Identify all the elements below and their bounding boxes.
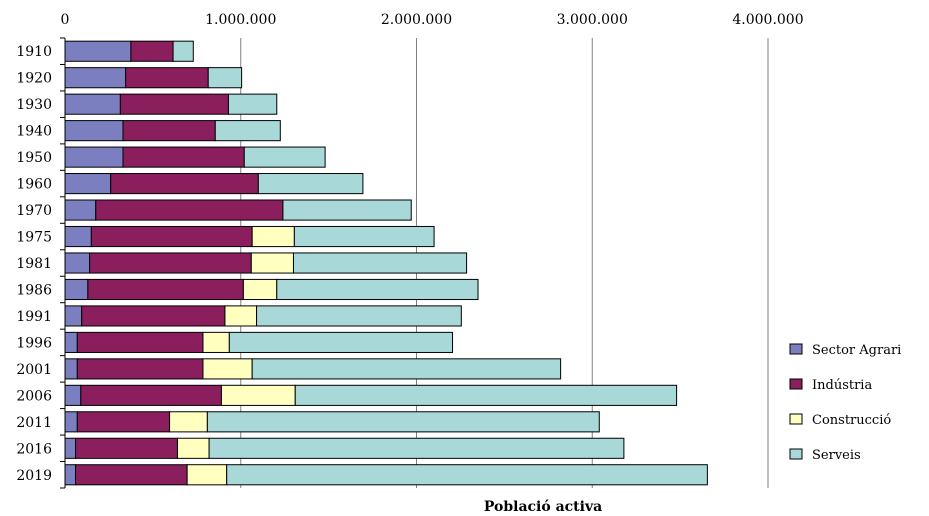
bar-1920-indústria <box>125 67 209 89</box>
bar-1996-construcció <box>202 331 230 353</box>
bar-1991-sector-agrari <box>64 305 83 327</box>
bar-1991-serveis <box>256 305 462 327</box>
category-labels: 1910 1920 1930 1940 1950 1960 1970 1975 1981 1986… <box>16 44 52 484</box>
category-label-1986: 1986 <box>16 282 52 298</box>
category-label-1991: 1991 <box>16 309 52 325</box>
bar-1930-indústria <box>119 93 229 115</box>
bar-1975-serveis <box>293 225 435 248</box>
bar-1910-sector-agrari <box>64 40 132 62</box>
bar-2006-indústria <box>80 384 222 406</box>
bar-1981-construcció <box>250 252 294 274</box>
bar-1910-serveis <box>172 40 194 62</box>
category-label-1975: 1975 <box>16 230 52 246</box>
bar-2019-construcció <box>186 464 228 486</box>
bar-1996-sector-agrari <box>64 331 78 353</box>
bar-1996-indústria <box>76 331 204 353</box>
category-label-1910: 1910 <box>16 44 52 60</box>
bar-1950-indústria <box>122 146 245 168</box>
bar-1920-serveis <box>207 67 243 89</box>
bar-1950-serveis <box>243 146 326 168</box>
category-label-2011: 2011 <box>16 415 52 431</box>
bars <box>64 40 708 486</box>
category-label-2019: 2019 <box>16 468 52 484</box>
bar-2019-sector-agrari <box>64 464 77 486</box>
category-label-1920: 1920 <box>16 71 52 87</box>
x-tick-label-1: 1.000.000 <box>205 12 276 28</box>
bar-1986-construcció <box>242 278 278 301</box>
x-tick-label-4: 4.000.000 <box>732 12 803 28</box>
bar-1960-serveis <box>257 173 364 195</box>
bar-2019-serveis <box>226 464 708 486</box>
x-tick-labels: 0 1.000.000 2.000.000 3.000.000 4.000.000 <box>61 12 804 28</box>
bar-1975-sector-agrari <box>64 225 92 248</box>
bar-1975-construcció <box>251 225 295 248</box>
bar-1960-indústria <box>110 173 259 195</box>
x-tick-label-2: 2.000.000 <box>381 12 452 28</box>
bar-2006-serveis <box>294 384 678 406</box>
category-label-1981: 1981 <box>16 256 52 272</box>
bar-2016-sector-agrari <box>64 437 77 459</box>
legend-label-1: Indústria <box>812 378 872 393</box>
category-label-2016: 2016 <box>16 441 52 457</box>
legend-label-0: Sector Agrari <box>812 343 901 358</box>
bar-1960-sector-agrari <box>64 173 112 195</box>
bar-1981-sector-agrari <box>64 252 91 274</box>
category-label-1996: 1996 <box>16 335 52 351</box>
category-label-1970: 1970 <box>16 203 52 219</box>
bar-2001-serveis <box>251 358 562 380</box>
bar-1940-sector-agrari <box>64 120 124 142</box>
bar-1940-serveis <box>214 120 281 142</box>
bar-2016-indústria <box>75 437 178 459</box>
bar-1970-indústria <box>95 199 284 221</box>
legend-label-3: Serveis <box>812 448 861 463</box>
bar-1981-indústria <box>89 252 252 274</box>
bar-2011-construcció <box>169 411 208 433</box>
category-label-1930: 1930 <box>16 97 52 113</box>
bar-1920-sector-agrari <box>64 67 127 89</box>
bar-2019-indústria <box>75 464 188 486</box>
bar-2006-construcció <box>220 384 296 406</box>
bar-1940-indústria <box>122 120 216 142</box>
bar-2016-serveis <box>208 437 625 459</box>
bar-1986-indústria <box>87 278 244 301</box>
bar-1970-serveis <box>282 199 412 221</box>
bar-2016-construcció <box>176 437 210 459</box>
bar-1986-sector-agrari <box>64 278 89 301</box>
bar-1991-construcció <box>224 305 258 327</box>
category-label-1960: 1960 <box>16 177 52 193</box>
bar-2006-sector-agrari <box>64 384 82 406</box>
bar-2001-indústria <box>76 358 204 380</box>
bar-1981-serveis <box>292 252 468 274</box>
axes <box>60 37 66 489</box>
bar-1930-sector-agrari <box>64 93 121 115</box>
legend-label-2: Construcció <box>812 413 891 428</box>
x-tick-label-3: 3.000.000 <box>557 12 628 28</box>
category-label-1950: 1950 <box>16 150 52 166</box>
bar-1910-indústria <box>130 40 174 62</box>
legend-swatch-3 <box>789 448 803 460</box>
bar-1930-serveis <box>227 93 278 115</box>
bar-2011-indústria <box>76 411 171 433</box>
bar-1996-serveis <box>228 331 454 353</box>
x-tick-label-0: 0 <box>61 12 70 28</box>
bar-1950-sector-agrari <box>64 146 124 168</box>
bar-2001-construcció <box>202 358 253 380</box>
bar-1975-indústria <box>90 225 253 248</box>
legend-swatch-0 <box>789 343 803 355</box>
bar-2011-sector-agrari <box>64 411 78 433</box>
bar-2011-serveis <box>206 411 600 433</box>
legend: Sector Agrari Indústria Construcció Serveis <box>789 343 901 463</box>
category-label-2006: 2006 <box>16 388 52 404</box>
bar-1986-serveis <box>276 278 479 301</box>
x-axis-title: Població activa <box>484 499 602 515</box>
bar-2001-sector-agrari <box>64 358 78 380</box>
legend-swatch-2 <box>789 413 803 425</box>
bar-1991-indústria <box>81 305 226 327</box>
category-label-1940: 1940 <box>16 124 52 140</box>
bar-1970-sector-agrari <box>64 199 97 221</box>
category-label-2001: 2001 <box>16 362 52 378</box>
legend-swatch-1 <box>789 378 803 390</box>
